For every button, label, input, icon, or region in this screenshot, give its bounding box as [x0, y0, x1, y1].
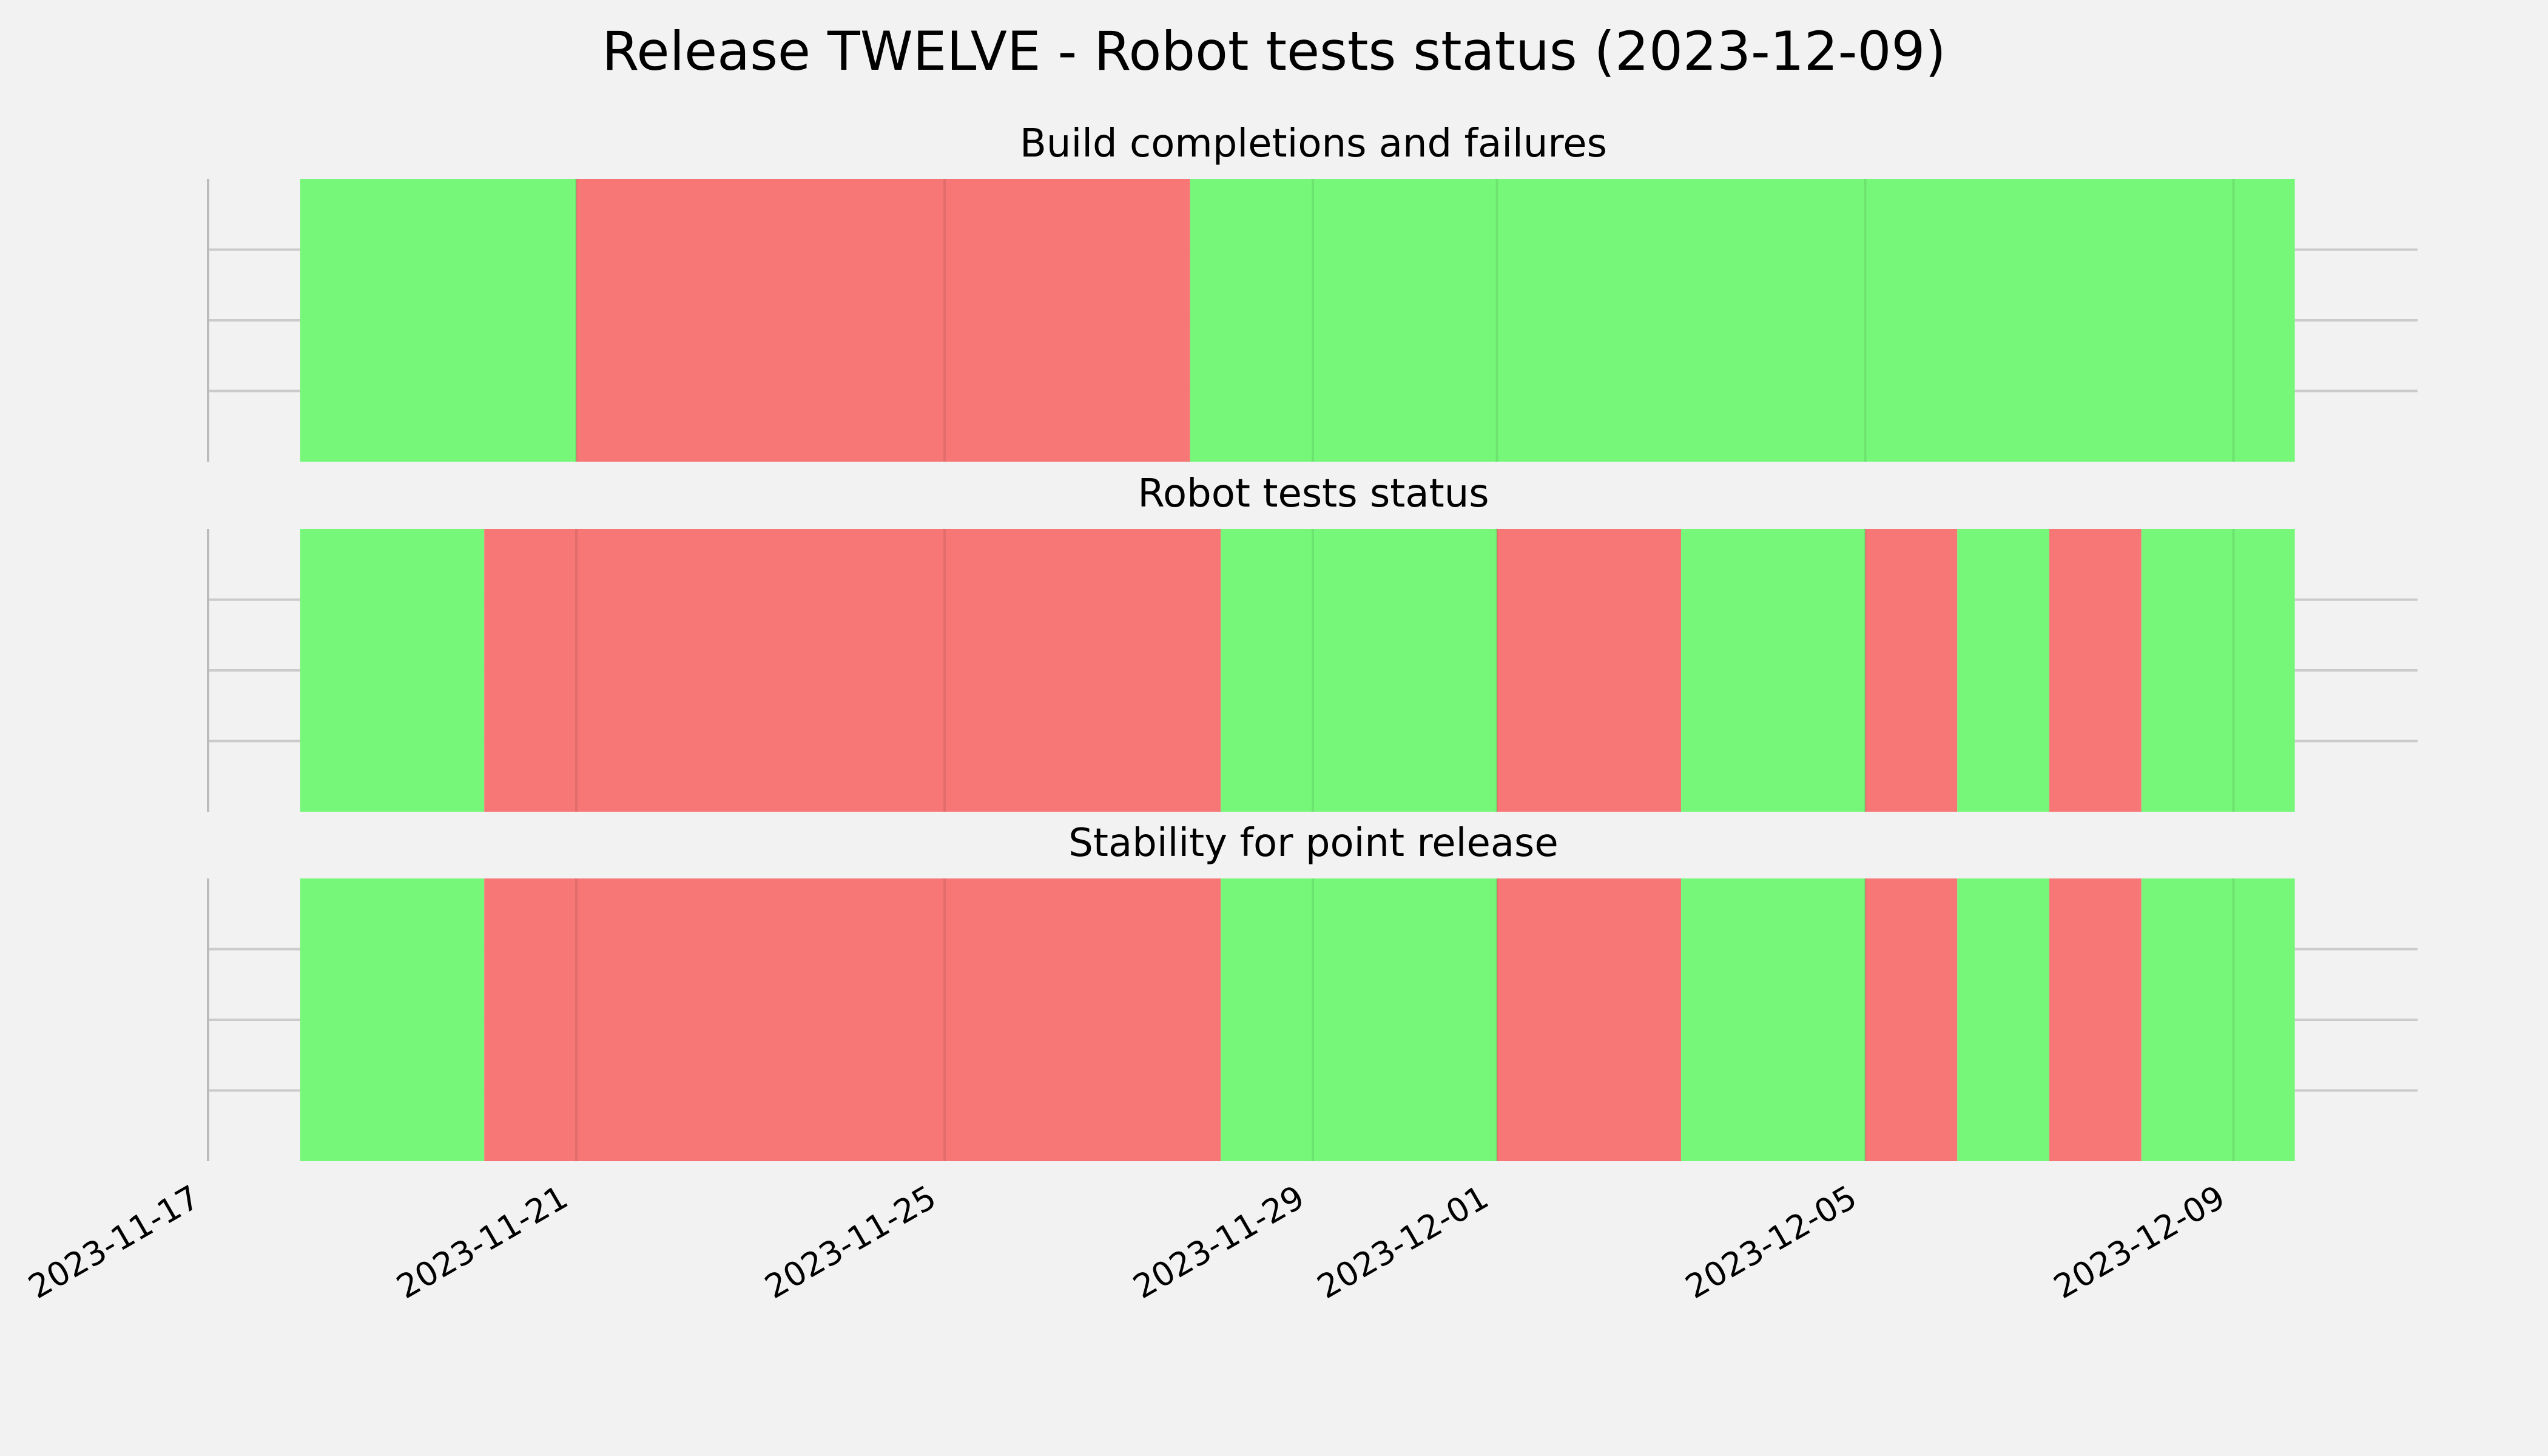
segment-pass: [2141, 529, 2295, 812]
segment-pass: [1681, 878, 1866, 1161]
panel-1: Build completions and failures: [207, 121, 2418, 462]
segment-fail: [2049, 529, 2142, 812]
x-axis: 2023-11-17 2023-11-21 2023-11-25 2023-11-29…: [22, 1178, 2231, 1306]
chart-title: Release TWELVE - Robot tests status (202…: [602, 20, 1946, 83]
segment-pass: [1681, 529, 1866, 812]
x-tick-label: 2023-12-01: [1311, 1178, 1495, 1306]
segment-fail: [576, 179, 1190, 462]
segment-pass: [1957, 529, 2049, 812]
segment-fail: [484, 878, 1221, 1161]
panel-2: Robot tests status: [207, 471, 2418, 812]
segment-fail: [1497, 878, 1681, 1161]
segment-fail: [1497, 529, 1681, 812]
x-tick-label: 2023-11-17: [22, 1178, 206, 1306]
segment-pass: [2141, 878, 2295, 1161]
x-tick-label: 2023-11-25: [758, 1178, 942, 1306]
segment-fail: [1865, 529, 1958, 812]
segment-pass: [300, 878, 485, 1161]
segment-pass: [1221, 529, 1497, 812]
x-tick-label: 2023-12-09: [2048, 1178, 2231, 1306]
segment-pass: [1221, 878, 1497, 1161]
segment-fail: [484, 529, 1221, 812]
segment-pass: [1957, 878, 2049, 1161]
panel-title: Build completions and failures: [1020, 121, 1607, 166]
x-tick-label: 2023-12-05: [1679, 1178, 1863, 1306]
panel-title: Stability for point release: [1068, 821, 1559, 866]
x-tick-label: 2023-11-21: [390, 1178, 574, 1306]
panel-3: Stability for point release: [207, 821, 2418, 1161]
chart-panels: Build completions and failures Robot test…: [207, 121, 2418, 1161]
segment-pass: [300, 529, 485, 812]
segment-pass: [300, 179, 576, 462]
segment-fail: [2049, 878, 2142, 1161]
panel-title: Robot tests status: [1138, 471, 1489, 516]
segment-pass: [1190, 179, 2295, 462]
x-tick-label: 2023-11-29: [1127, 1178, 1310, 1306]
segment-fail: [1865, 878, 1958, 1161]
